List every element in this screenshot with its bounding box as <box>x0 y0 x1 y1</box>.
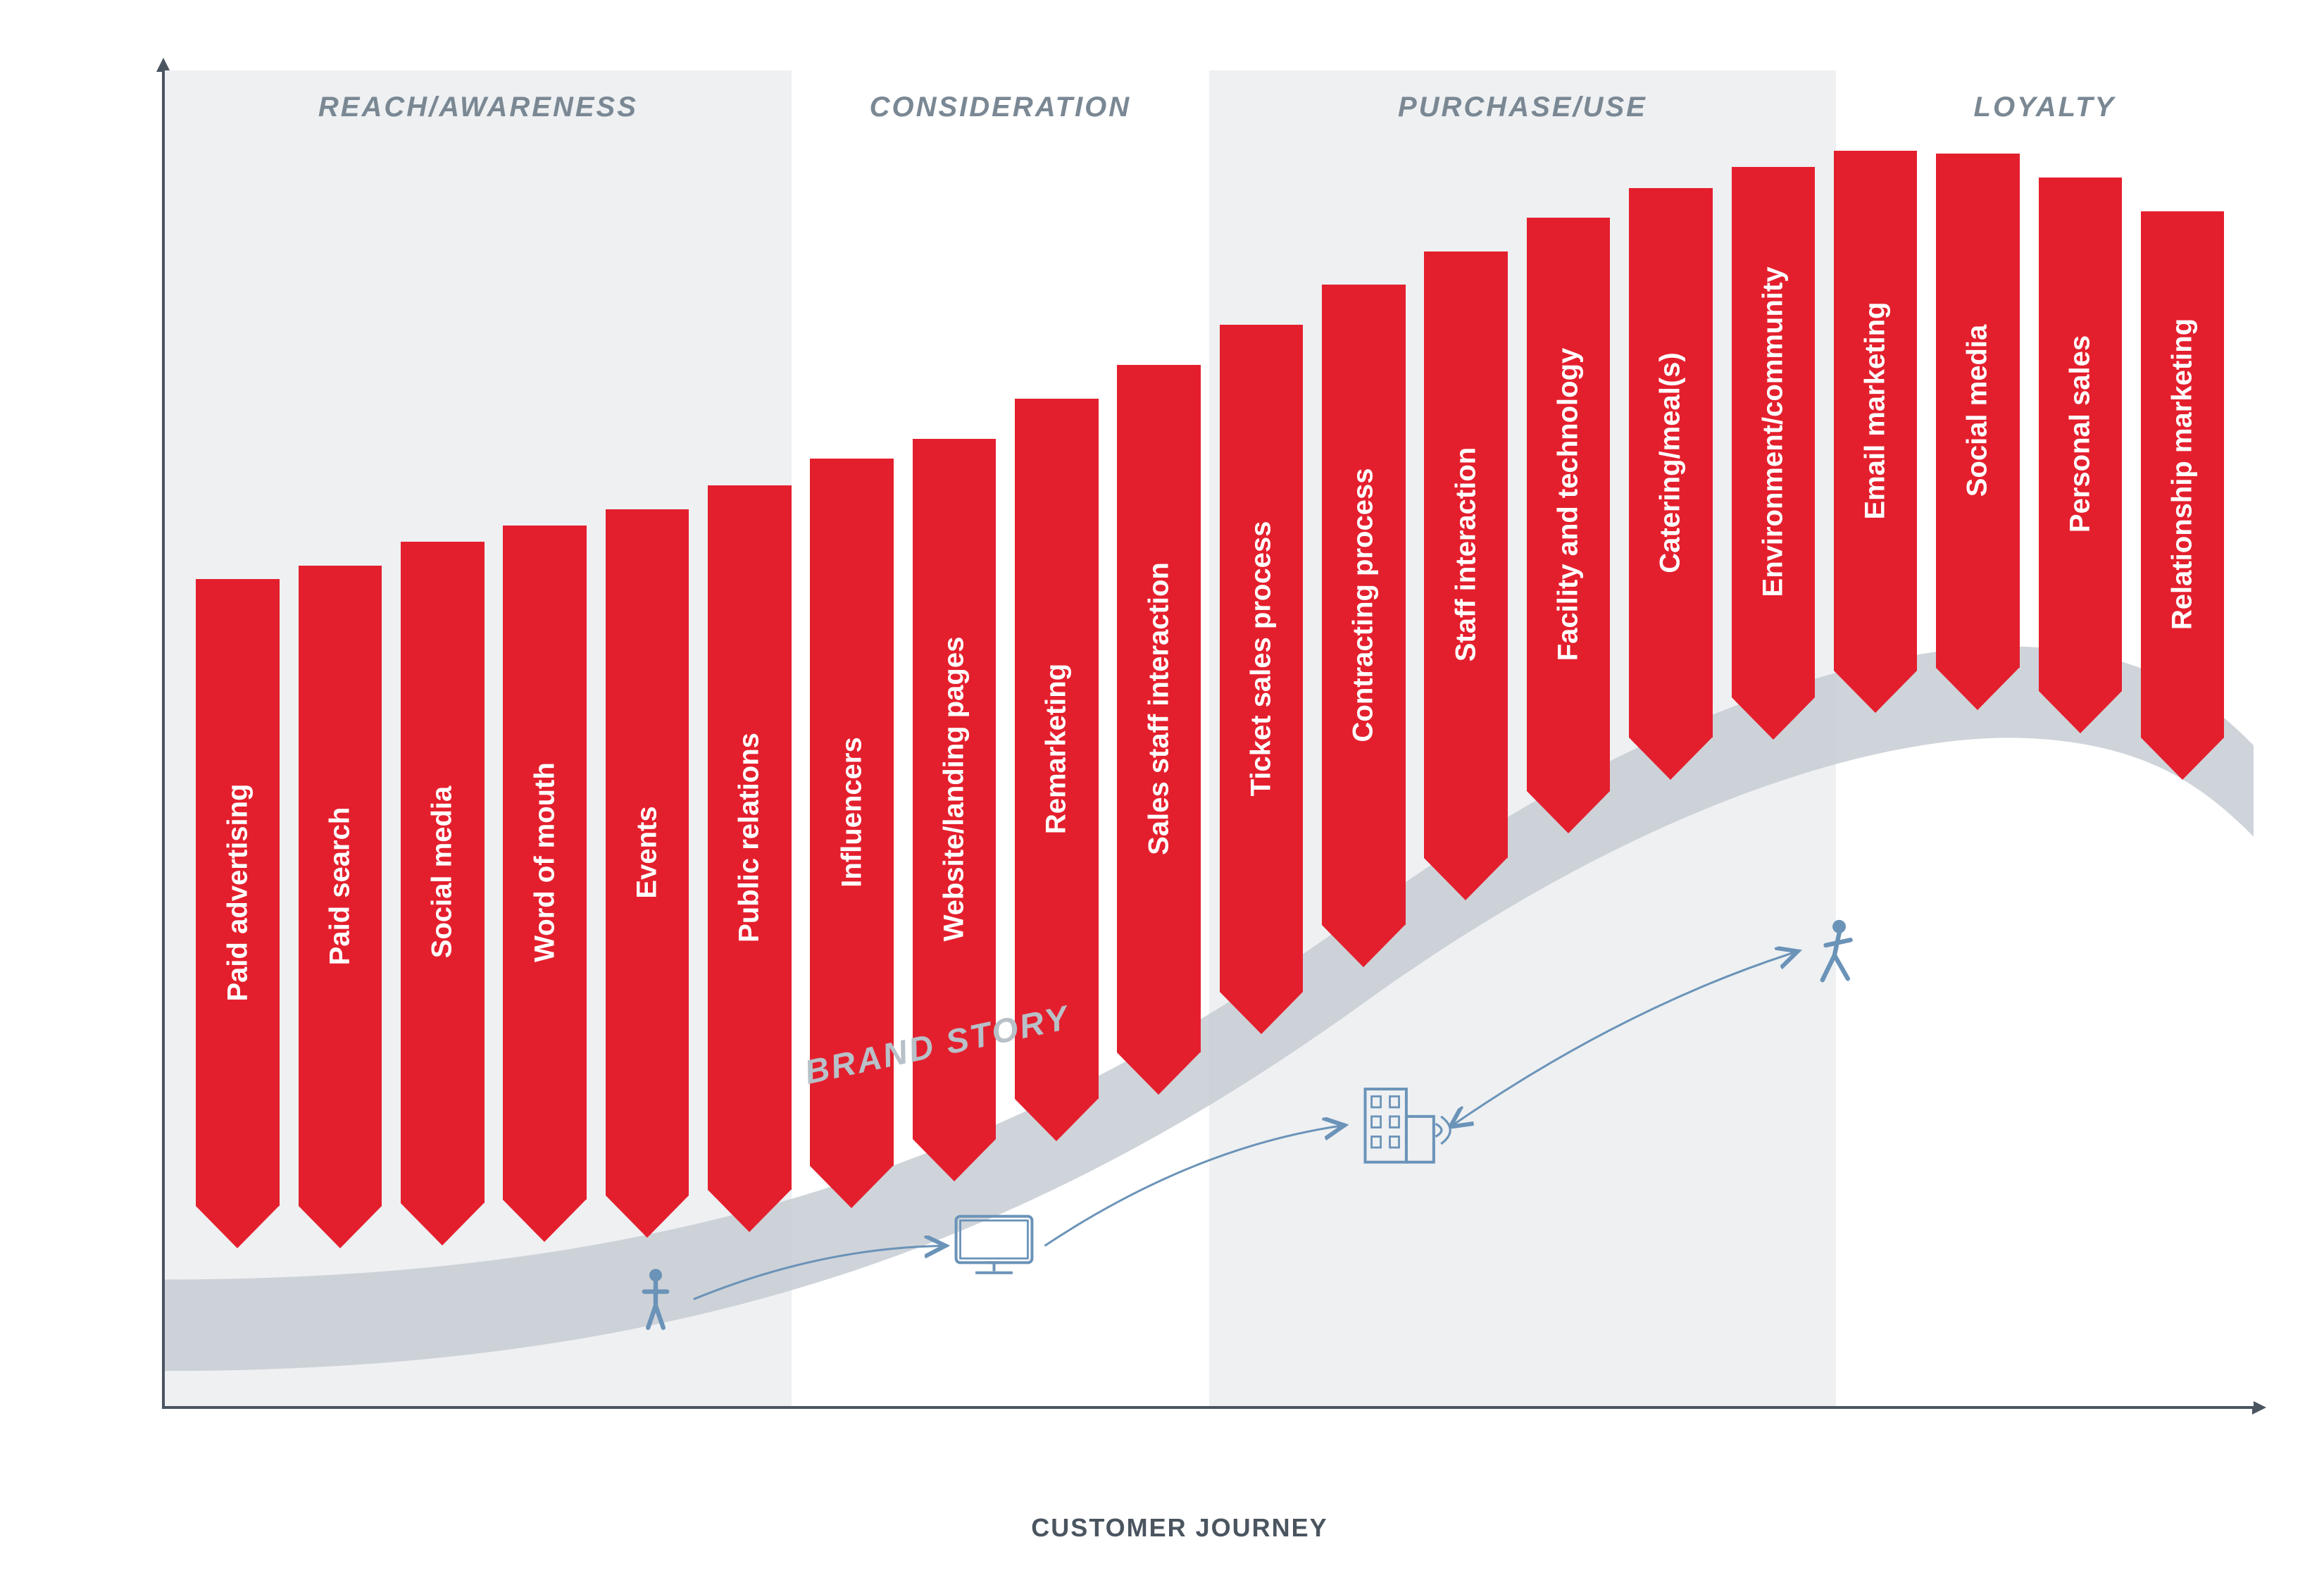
journey-arrow <box>1452 952 1796 1125</box>
person-walking-icon <box>1823 920 1851 980</box>
building-icon <box>1366 1089 1451 1162</box>
plot-area: REACH/AWARENESSCONSIDERATIONPURCHASE/USE… <box>162 70 2254 1409</box>
x-axis-arrow <box>2252 1400 2266 1415</box>
customer-journey-diagram: CUSTOMER TOUCHPOINTS REACH/AWARENESSCONS… <box>106 70 2254 1479</box>
monitor-icon <box>956 1217 1032 1273</box>
journey-icons-layer <box>165 70 2254 1406</box>
journey-arrow <box>1044 1126 1342 1246</box>
y-axis-arrow <box>156 58 170 72</box>
x-axis-label: CUSTOMER JOURNEY <box>1031 1513 1327 1543</box>
person-standing-icon <box>644 1269 667 1328</box>
journey-arrow <box>694 1245 944 1299</box>
